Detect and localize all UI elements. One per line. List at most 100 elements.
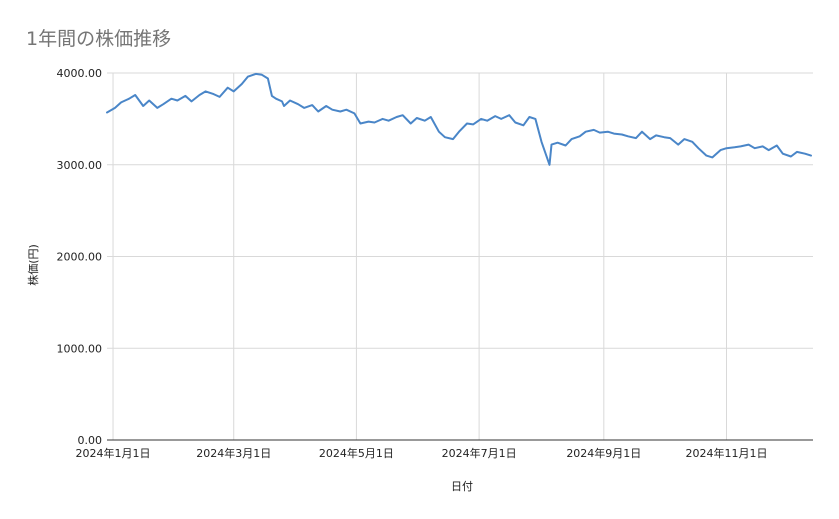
data-point <box>289 100 291 102</box>
data-point <box>255 73 257 75</box>
data-point <box>219 96 221 98</box>
data-point <box>754 147 756 149</box>
data-point <box>649 138 651 140</box>
data-point <box>782 153 784 155</box>
tick-labels: 0.00 1000.00 2000.00 3000.00 4000.00 2024年1月1… <box>57 67 768 460</box>
y-tick-label: 0.00 <box>78 434 103 447</box>
data-point <box>514 122 516 124</box>
data-point <box>184 95 186 97</box>
data-point <box>325 105 327 107</box>
data-point <box>162 103 164 105</box>
x-tick-label: 2024年1月1日 <box>76 446 151 460</box>
data-point <box>374 122 376 124</box>
data-point <box>804 153 806 155</box>
y-tick-label: 1000.00 <box>57 342 103 355</box>
data-point <box>790 156 792 158</box>
data-point <box>768 149 770 151</box>
data-point <box>734 146 736 148</box>
data-point <box>472 123 474 125</box>
data-point <box>416 117 418 119</box>
data-point <box>776 145 778 147</box>
data-point <box>120 101 122 103</box>
data-point <box>353 112 355 114</box>
data-point <box>191 100 193 102</box>
data-point <box>711 156 713 158</box>
data-point <box>663 136 665 138</box>
data-point <box>796 151 798 153</box>
data-point <box>571 138 573 140</box>
data-point <box>541 141 543 143</box>
data-point <box>621 134 623 136</box>
y-tick-label: 3000.00 <box>57 159 103 172</box>
data-point <box>444 136 446 138</box>
data-point <box>339 111 341 113</box>
data-point <box>641 131 643 133</box>
data-point <box>106 112 108 114</box>
data-point <box>410 123 412 125</box>
data-point <box>142 105 144 107</box>
data-point <box>810 155 812 157</box>
data-point <box>424 120 426 122</box>
data-point <box>691 141 693 143</box>
data-point <box>382 118 384 120</box>
data-point <box>726 147 728 149</box>
data-point <box>233 90 235 92</box>
data-point <box>500 118 502 120</box>
data-point <box>557 142 559 144</box>
data-point <box>213 93 215 95</box>
x-tick-label: 2024年11月1日 <box>686 446 768 460</box>
data-point <box>247 76 249 78</box>
data-point <box>579 135 581 137</box>
data-point <box>359 123 361 125</box>
data-point <box>599 132 601 134</box>
data-point <box>170 98 172 100</box>
series-line <box>106 72 812 166</box>
chart-title: 1年間の株価推移 <box>26 28 172 50</box>
data-point <box>438 131 440 133</box>
data-point <box>655 134 657 136</box>
data-point <box>585 131 587 133</box>
data-point <box>114 107 116 109</box>
data-point <box>635 137 637 139</box>
data-point <box>748 144 750 146</box>
data-point <box>593 129 595 131</box>
data-point <box>227 87 229 89</box>
data-point <box>551 144 553 146</box>
data-point <box>303 107 305 109</box>
data-point <box>697 147 699 149</box>
data-point <box>683 138 685 140</box>
x-tick-label: 2024年7月1日 <box>442 446 517 460</box>
y-tick-label: 4000.00 <box>57 67 103 80</box>
x-tick-label: 2024年9月1日 <box>566 446 641 460</box>
y-tick-label: 2000.00 <box>57 251 103 264</box>
data-point <box>762 145 764 147</box>
data-point <box>549 164 551 166</box>
data-point <box>261 74 263 76</box>
data-point <box>522 124 524 126</box>
data-point <box>388 120 390 122</box>
data-point <box>458 131 460 133</box>
data-point <box>205 90 207 92</box>
data-point <box>528 116 530 118</box>
x-axis-title: 日付 <box>451 480 473 493</box>
data-point <box>297 103 299 105</box>
data-point <box>627 135 629 137</box>
data-point <box>565 145 567 147</box>
data-point <box>705 155 707 157</box>
data-point <box>271 95 273 97</box>
data-point <box>677 144 679 146</box>
data-point <box>311 104 313 106</box>
data-point <box>466 123 468 125</box>
data-point <box>508 114 510 116</box>
data-point <box>720 149 722 151</box>
data-point <box>607 131 609 133</box>
data-point <box>241 83 243 85</box>
series-layer <box>106 72 812 166</box>
data-point <box>613 133 615 135</box>
data-point <box>281 100 283 102</box>
data-point <box>331 109 333 111</box>
data-point <box>156 107 158 109</box>
data-point <box>452 138 454 140</box>
data-point <box>176 100 178 102</box>
